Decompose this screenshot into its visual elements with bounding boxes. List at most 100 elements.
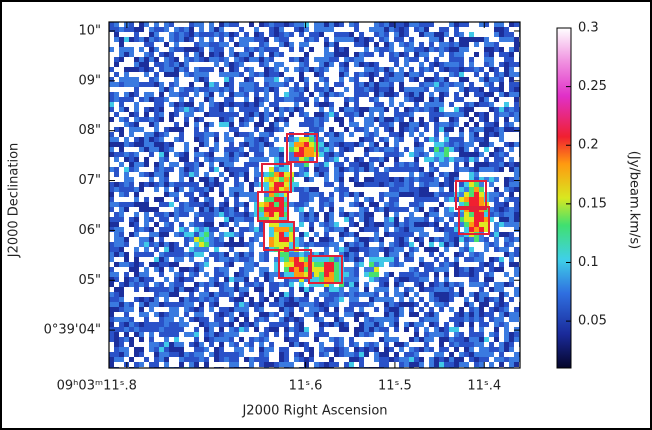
map-pixel [319,277,324,282]
map-pixel [134,317,139,322]
map-pixel [124,272,129,277]
map-pixel [224,187,229,192]
map-pixel [184,297,189,302]
map-pixel [229,57,234,62]
map-pixel [444,132,449,137]
map-pixel [489,197,494,202]
map-pixel [269,207,274,212]
map-pixel [134,52,139,57]
map-pixel [479,277,484,282]
map-pixel [414,217,419,222]
map-pixel [379,147,384,152]
map-pixel [414,317,419,322]
map-pixel [249,92,254,97]
map-pixel [429,312,434,317]
map-pixel [269,262,274,267]
map-pixel [264,82,269,87]
map-pixel [469,237,474,242]
map-pixel [149,222,154,227]
map-pixel [214,222,219,227]
map-pixel [459,102,464,107]
map-pixel [429,52,434,57]
map-pixel [444,292,449,297]
map-pixel [339,92,344,97]
map-pixel [124,47,129,52]
map-pixel [314,302,319,307]
map-pixel [364,152,369,157]
map-pixel [274,202,279,207]
map-pixel [214,57,219,62]
map-pixel [349,217,354,222]
map-pixel [359,312,364,317]
map-pixel [514,312,519,317]
map-pixel [194,97,199,102]
map-pixel [414,157,419,162]
map-pixel [254,287,259,292]
map-pixel [334,262,339,267]
map-pixel [314,212,319,217]
map-pixel [359,277,364,282]
map-pixel [149,227,154,232]
map-pixel [234,302,239,307]
map-pixel [239,267,244,272]
map-pixel [359,217,364,222]
map-pixel [324,77,329,82]
map-pixel [409,82,414,87]
map-pixel [459,287,464,292]
map-pixel [269,317,274,322]
map-pixel [144,102,149,107]
map-pixel [219,152,224,157]
map-pixel [189,282,194,287]
map-pixel [464,102,469,107]
map-pixel [339,242,344,247]
map-pixel [499,167,504,172]
map-pixel [209,127,214,132]
map-pixel [389,267,394,272]
map-pixel [164,72,169,77]
map-pixel [244,42,249,47]
map-pixel [134,127,139,132]
map-pixel [399,182,404,187]
map-pixel [224,117,229,122]
map-pixel [129,167,134,172]
map-pixel [409,107,414,112]
map-pixel [139,267,144,272]
map-pixel [419,262,424,267]
map-pixel [209,132,214,137]
map-pixel [319,142,324,147]
map-pixel [224,77,229,82]
map-pixel [409,197,414,202]
map-pixel [394,97,399,102]
map-pixel [429,317,434,322]
map-pixel [344,87,349,92]
map-pixel [369,77,374,82]
map-pixel [199,292,204,297]
map-pixel [459,237,464,242]
map-pixel [274,227,279,232]
map-pixel [499,202,504,207]
map-pixel [189,77,194,82]
map-pixel [414,152,419,157]
map-pixel [434,42,439,47]
map-pixel [359,232,364,237]
map-pixel [249,272,254,277]
map-pixel [359,272,364,277]
map-pixel [184,107,189,112]
map-pixel [159,192,164,197]
map-pixel [289,47,294,52]
map-pixel [229,237,234,242]
map-pixel [149,72,154,77]
map-pixel [434,212,439,217]
map-pixel [199,112,204,117]
map-pixel [109,42,114,47]
map-pixel [364,122,369,127]
map-pixel [149,287,154,292]
map-pixel [469,27,474,32]
map-pixel [514,177,519,182]
map-pixel [114,157,119,162]
map-pixel [509,82,514,87]
map-pixel [454,42,459,47]
map-pixel [209,192,214,197]
map-pixel [239,187,244,192]
